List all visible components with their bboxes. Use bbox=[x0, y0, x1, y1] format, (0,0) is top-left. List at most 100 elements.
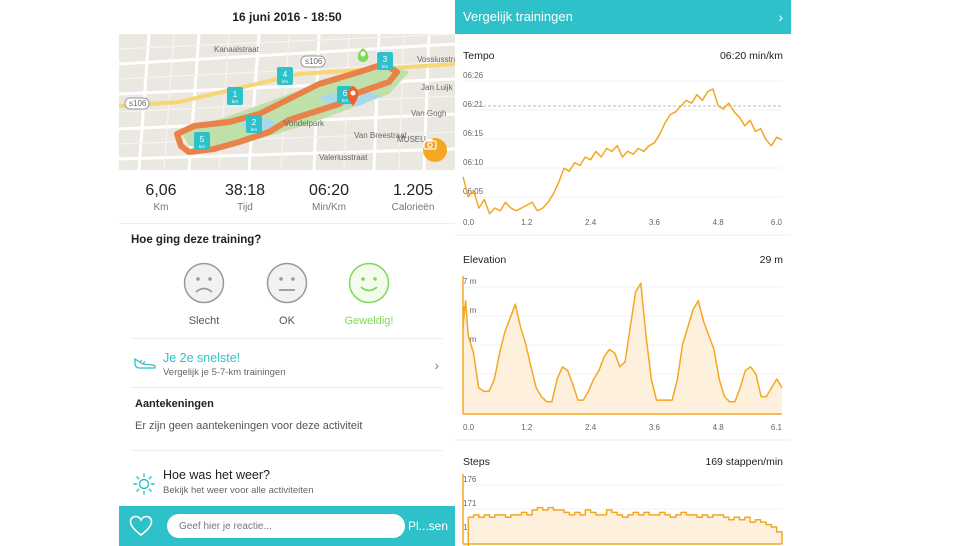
steps-chart-title: Steps bbox=[463, 456, 490, 468]
sun-icon bbox=[133, 473, 155, 495]
svg-text:km: km bbox=[251, 127, 257, 132]
stat-distance-label: Km bbox=[153, 202, 169, 213]
tempo-ytick: 06:15 bbox=[463, 129, 484, 138]
activity-date: 16 juni 2016 - 18:50 bbox=[232, 10, 342, 24]
elevation-chart-title: Elevation bbox=[463, 254, 507, 266]
stat-calories-value: 1.205 bbox=[392, 182, 434, 199]
elevation-xtick: 1.2 bbox=[521, 423, 533, 432]
km-marker-2[interactable]: 2 km bbox=[246, 115, 262, 133]
add-photo-button[interactable] bbox=[423, 138, 447, 162]
svg-text:km: km bbox=[282, 79, 288, 84]
tempo-xtick: 3.6 bbox=[649, 218, 661, 227]
comment-bar: Pl...sen bbox=[119, 506, 455, 546]
neutral-face-icon bbox=[266, 262, 308, 304]
weather-row[interactable]: Hoe was het weer? Bekijk het weer voor a… bbox=[131, 450, 443, 502]
map-label-vossiusstraat: Vossiusstraat bbox=[417, 55, 455, 64]
svg-text:2: 2 bbox=[252, 118, 257, 127]
stat-calories-label: Calorieën bbox=[391, 202, 435, 213]
tempo-series-line bbox=[462, 88, 783, 215]
elevation-area bbox=[463, 283, 782, 414]
feeling-great-label: Geweldig! bbox=[344, 315, 394, 327]
km-marker-3[interactable]: 3 km bbox=[377, 52, 393, 70]
elevation-xtick: 2.4 bbox=[585, 423, 597, 432]
heart-icon[interactable] bbox=[129, 515, 153, 537]
route-map[interactable]: Kanaalstraat Vossiusstraat Jan Luijk Van… bbox=[119, 34, 455, 170]
km-marker-5[interactable]: 5 km bbox=[194, 132, 210, 150]
svg-text:4: 4 bbox=[283, 70, 288, 79]
feeling-bad-button[interactable]: Slecht bbox=[174, 262, 234, 327]
map-label-s106-west: s106 bbox=[129, 99, 147, 108]
map-label-s106-north: s106 bbox=[305, 57, 323, 66]
weather-title: Hoe was het weer? bbox=[163, 468, 271, 482]
svg-text:6: 6 bbox=[343, 89, 348, 98]
elevation-chart-canvas: 7 m5 m4 m2 m1 m0.01.22.43.64.86.1 bbox=[455, 276, 791, 441]
feeling-ok-button[interactable]: OK bbox=[257, 262, 317, 327]
elevation-xtick: 0.0 bbox=[463, 423, 475, 432]
tempo-chart-value: 06:20 min/km bbox=[719, 50, 783, 62]
stat-time-label: Tijd bbox=[237, 202, 253, 213]
km-marker-4[interactable]: 4 km bbox=[277, 67, 293, 85]
elevation-series-line bbox=[462, 282, 783, 403]
elevation-chart-value: 29 m bbox=[759, 254, 783, 266]
stat-time-value: 38:18 bbox=[224, 182, 266, 199]
compare-title: Vergelijk trainingen bbox=[463, 9, 573, 24]
map-label-van-gogh: Van Gogh bbox=[411, 109, 446, 118]
elevation-chart: 7 m5 m4 m2 m1 m0.01.22.43.64.86.1 Elevat… bbox=[455, 254, 791, 444]
tempo-xtick: 2.4 bbox=[585, 218, 597, 227]
stat-pace-value: 06:20 bbox=[308, 182, 350, 199]
steps-series-line bbox=[467, 506, 783, 546]
finish-pin-icon bbox=[347, 86, 359, 106]
elevation-ytick: 7 m bbox=[463, 277, 477, 286]
km-marker-1[interactable]: 1 km bbox=[227, 87, 243, 105]
elevation-xtick: 3.6 bbox=[649, 423, 661, 432]
notes-title: Aantekeningen bbox=[135, 398, 214, 410]
stat-calories: 1.205 Calorieën bbox=[371, 170, 455, 223]
feeling-bad-label: Slecht bbox=[188, 315, 220, 327]
stat-pace: 06:20 Min/Km bbox=[287, 170, 371, 223]
compare-panel: Vergelijk trainingen › 06:26 06:21 06:15 06… bbox=[455, 0, 791, 546]
route-map-canvas: Kanaalstraat Vossiusstraat Jan Luijk Van… bbox=[119, 34, 455, 170]
tempo-ytick: 06:21 bbox=[463, 100, 484, 109]
stat-distance-value: 6,06 bbox=[145, 182, 177, 199]
chevron-right-icon: › bbox=[434, 357, 439, 373]
compare-trainings-bar[interactable]: Vergelijk trainingen › bbox=[455, 0, 791, 34]
feeling-great-button[interactable]: Geweldig! bbox=[339, 262, 399, 327]
map-label-jan-luijk: Jan Luijk bbox=[421, 83, 454, 92]
weather-subtitle: Bekijk het weer voor alle activiteiten bbox=[163, 485, 314, 496]
tempo-xtick: 6.0 bbox=[771, 218, 783, 227]
steps-chart-value: 169 stappen/min bbox=[705, 456, 783, 468]
svg-text:km: km bbox=[342, 98, 348, 103]
stat-distance: 6,06 Km bbox=[119, 170, 203, 223]
sad-face-icon bbox=[183, 262, 225, 304]
svg-text:km: km bbox=[382, 64, 388, 69]
compare-fastest-row[interactable]: Je 2e snelste! Vergelijk je 5-7-km train… bbox=[131, 338, 443, 388]
map-label-kanaalstraat: Kanaalstraat bbox=[214, 45, 260, 54]
steps-ytick: 171 bbox=[463, 499, 477, 508]
svg-text:3: 3 bbox=[383, 55, 388, 64]
tempo-chart-title: Tempo bbox=[463, 50, 495, 62]
steps-chart-canvas: 176171165 bbox=[462, 474, 783, 546]
map-label-vondelpark: Vondelpark bbox=[284, 119, 325, 128]
post-button[interactable]: Pl...sen bbox=[408, 519, 449, 533]
fastest-subtitle: Vergelijk je 5-7-km trainingen bbox=[163, 367, 286, 378]
comment-input[interactable] bbox=[167, 514, 405, 538]
map-label-van-breestraat: Van Breestraat bbox=[354, 131, 408, 140]
feeling-question: Hoe ging deze training? bbox=[131, 234, 262, 246]
elevation-xtick: 6.1 bbox=[771, 423, 783, 432]
tempo-ytick: 06:10 bbox=[463, 158, 484, 167]
steps-area bbox=[463, 507, 782, 546]
notes-text[interactable]: Er zijn geen aantekeningen voor deze act… bbox=[135, 420, 363, 432]
start-pin-icon bbox=[357, 48, 369, 62]
camera-icon bbox=[423, 139, 437, 150]
tempo-ytick: 06:26 bbox=[463, 71, 484, 80]
tempo-xtick: 4.8 bbox=[713, 218, 725, 227]
activity-detail-panel: 16 juni 2016 - 18:50 bbox=[119, 0, 455, 546]
elevation-xtick: 4.8 bbox=[713, 423, 725, 432]
activity-stats: 6,06 Km 38:18 Tijd 06:20 Min/Km 1.205 Ca… bbox=[119, 170, 455, 224]
svg-text:km: km bbox=[199, 144, 205, 149]
map-label-museum: MUSEU bbox=[397, 135, 426, 144]
svg-text:km: km bbox=[232, 99, 238, 104]
elevation-ytick: 5 m bbox=[463, 306, 477, 315]
fastest-title: Je 2e snelste! bbox=[163, 351, 241, 365]
chevron-right-icon: › bbox=[778, 9, 783, 25]
